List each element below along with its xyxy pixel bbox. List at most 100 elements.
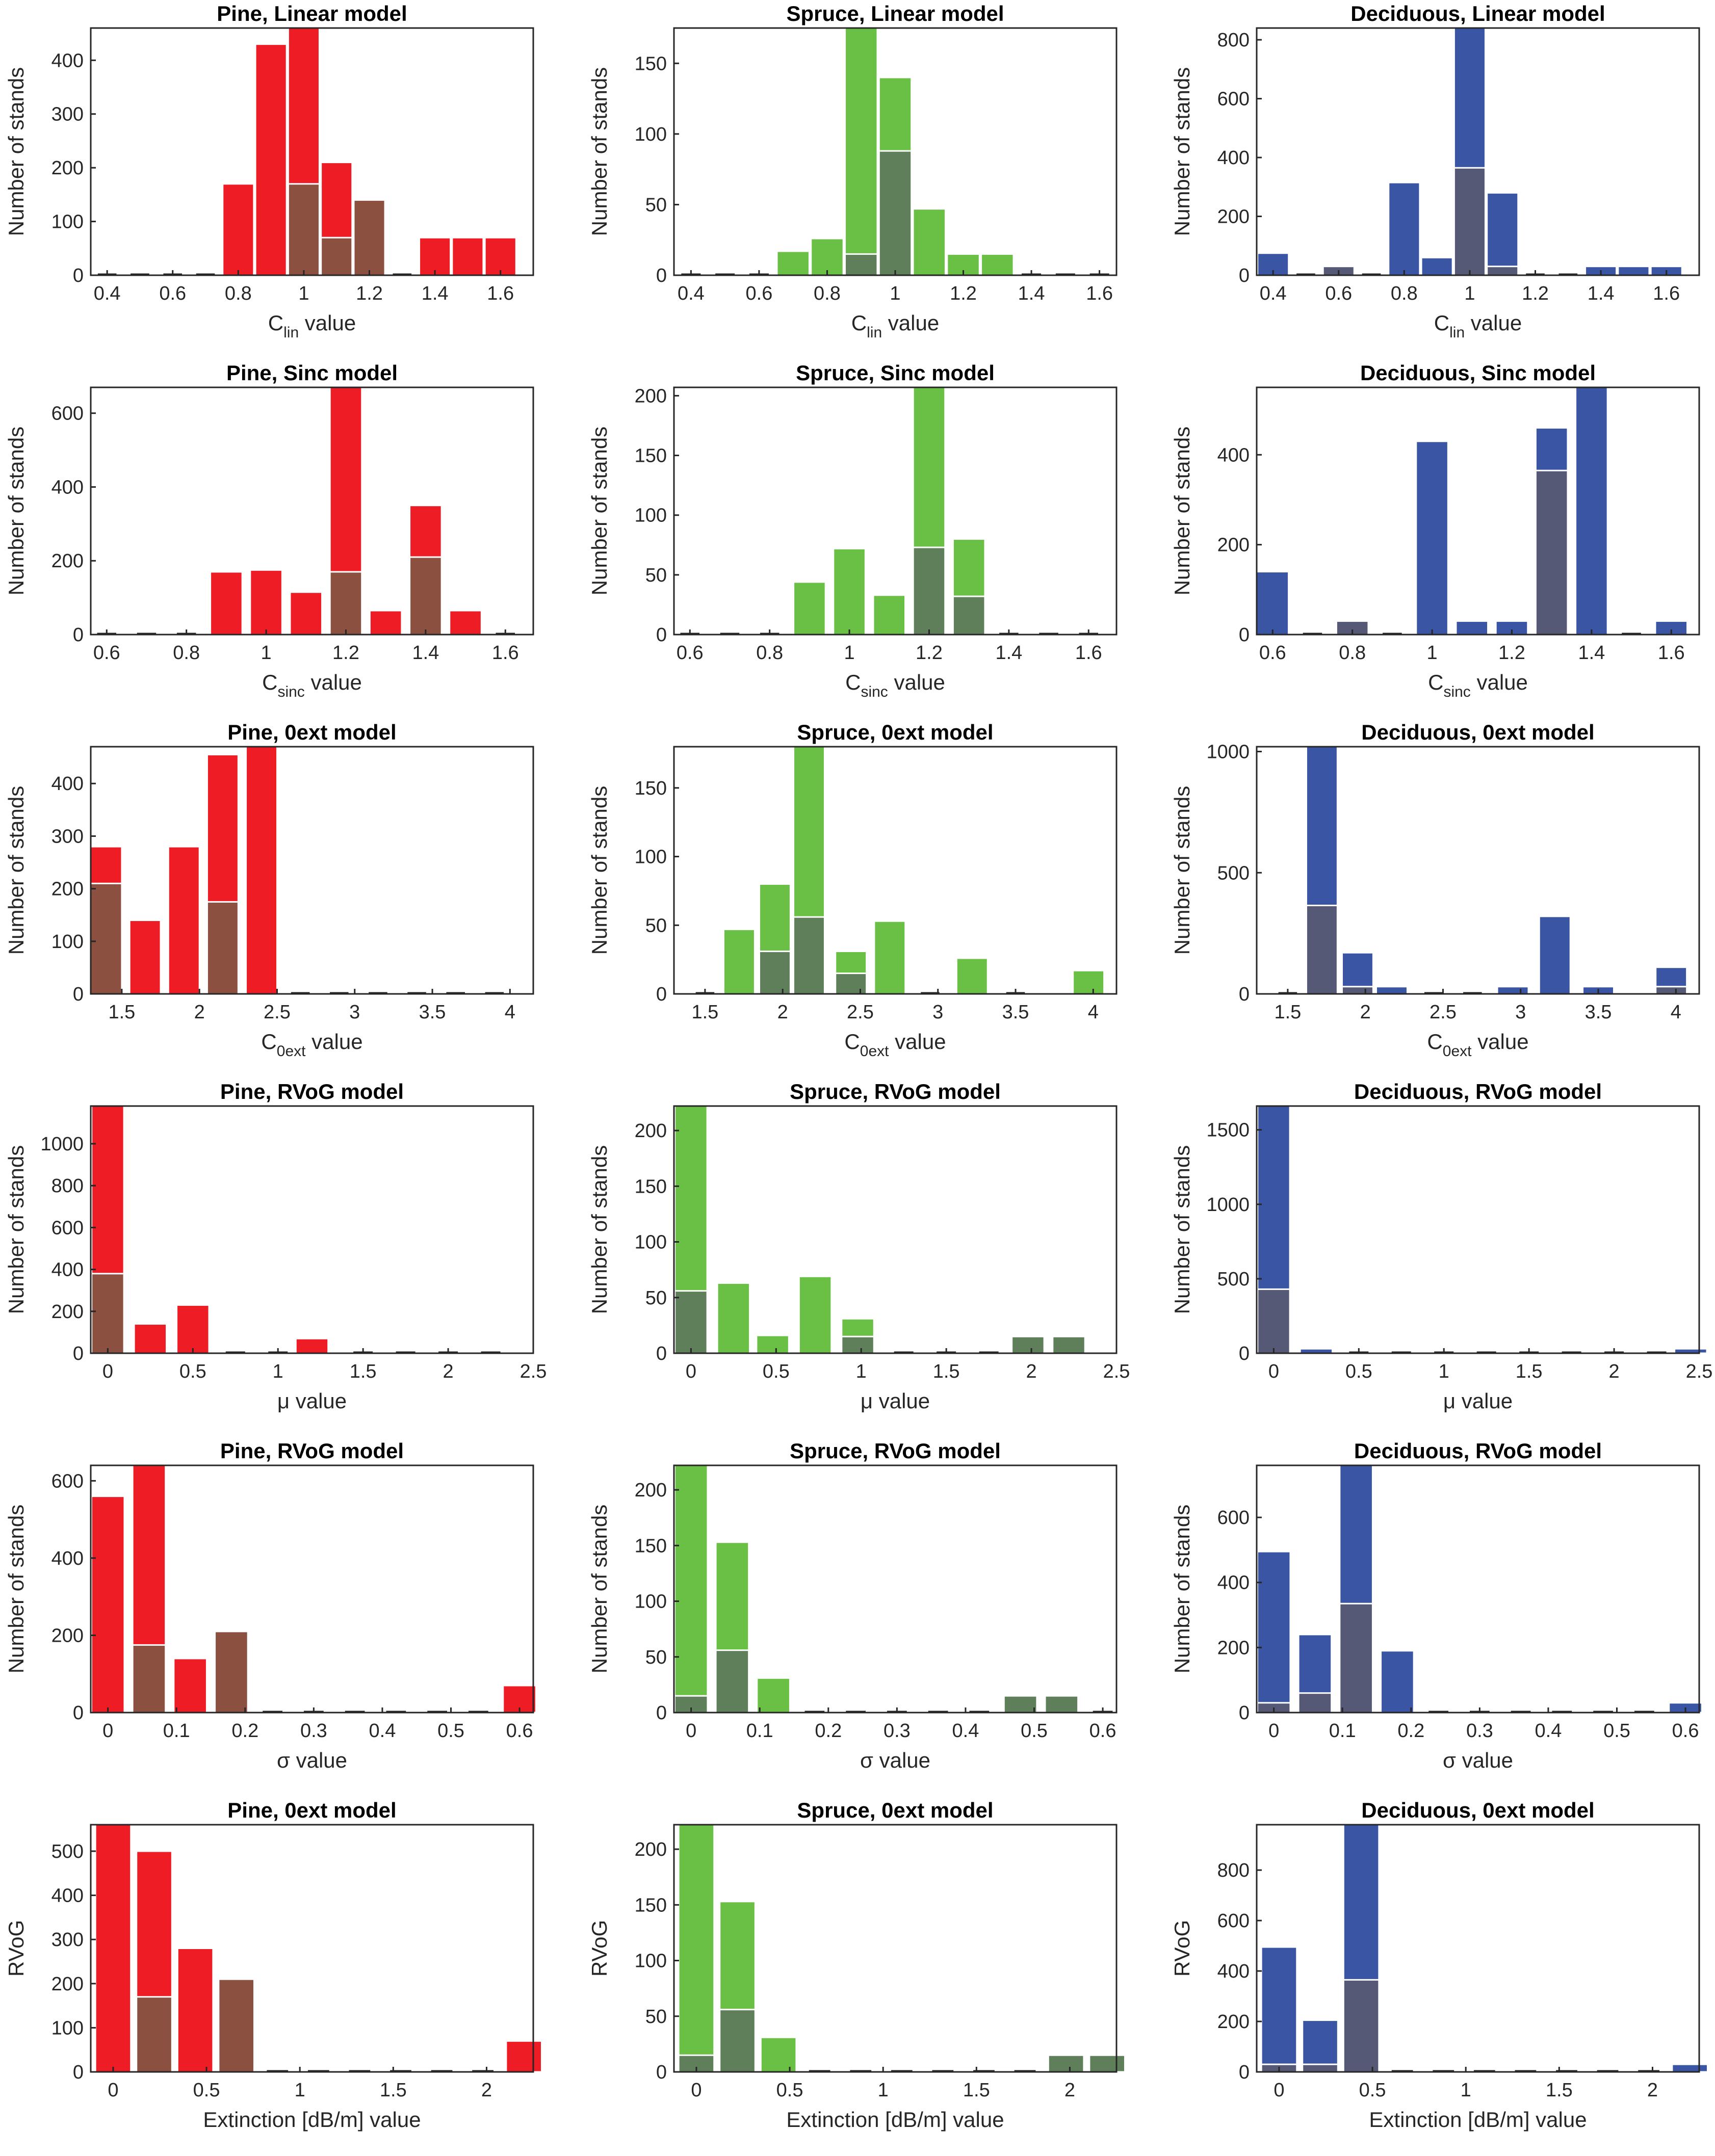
x-tick-label: 0.6 bbox=[1325, 283, 1352, 304]
y-tick-label: 400 bbox=[1217, 444, 1250, 466]
x-axis-label-main: C bbox=[844, 1030, 860, 1054]
x-axis-label-main: σ bbox=[277, 1748, 290, 1772]
bar-subset bbox=[90, 882, 123, 995]
bar-total bbox=[1486, 192, 1519, 276]
x-axis-label-suffix: value bbox=[1456, 1389, 1513, 1413]
x-tick-label: 0.8 bbox=[1391, 283, 1418, 304]
panel-title: Pine, Sinc model bbox=[226, 361, 398, 385]
panel-title: Spruce, RVoG model bbox=[790, 1439, 1001, 1463]
x-tick-label: 0.3 bbox=[1466, 1720, 1493, 1742]
x-tick-label: 1 bbox=[298, 283, 309, 304]
y-tick-label: 100 bbox=[635, 505, 667, 527]
x-tick-label: 2.5 bbox=[1430, 1002, 1457, 1023]
y-tick-label: 100 bbox=[635, 124, 667, 145]
y-tick-label: 200 bbox=[51, 1974, 84, 1995]
x-tick-label: 1.5 bbox=[963, 2080, 990, 2101]
x-tick-label: 0.5 bbox=[1345, 1361, 1372, 1382]
y-tick-label: 1000 bbox=[1206, 742, 1250, 763]
panel-title: Pine, 0ext model bbox=[227, 720, 396, 744]
bar-total bbox=[760, 2036, 797, 2073]
y-tick-label: 200 bbox=[635, 385, 667, 407]
bar-subset bbox=[1302, 2063, 1339, 2073]
y-tick-label: 600 bbox=[1217, 1507, 1250, 1529]
panel-title: Deciduous, Linear model bbox=[1350, 2, 1605, 25]
y-tick-label: 100 bbox=[635, 847, 667, 868]
y-tick-label: 800 bbox=[51, 1175, 84, 1197]
x-tick-label: 1.4 bbox=[422, 283, 449, 304]
bar-total bbox=[955, 957, 989, 995]
y-tick-label: 0 bbox=[1239, 624, 1250, 646]
y-tick-label: 50 bbox=[645, 2006, 667, 2028]
x-tick-label: 0 bbox=[1268, 1720, 1279, 1742]
y-tick-label: 600 bbox=[1217, 1910, 1250, 1932]
bar-total bbox=[176, 1948, 214, 2073]
bar-subset bbox=[793, 916, 825, 995]
bar-total bbox=[419, 236, 452, 276]
x-tick-label: 0.3 bbox=[884, 1720, 911, 1742]
y-tick-label: 0 bbox=[73, 624, 84, 646]
x-tick-label: 0.5 bbox=[776, 2080, 803, 2101]
bar-total bbox=[1617, 266, 1650, 276]
bar-total bbox=[1388, 181, 1421, 276]
x-tick-label: 2 bbox=[1064, 2080, 1075, 2101]
x-axis-label-subscript: 0ext bbox=[860, 1043, 889, 1060]
y-tick-label: 0 bbox=[656, 2062, 667, 2083]
x-tick-label: 2.5 bbox=[520, 1361, 547, 1382]
bar-total bbox=[289, 591, 323, 636]
axes-frame bbox=[90, 1824, 534, 2073]
histogram-panel: Spruce, 0ext model 0 0.5 1 1.5 2 0 50 100 150 200 E… bbox=[587, 1798, 1126, 2132]
axes-frame bbox=[673, 746, 1118, 995]
x-axis-label: C0ext value bbox=[261, 1030, 362, 1060]
x-tick-label: 1.5 bbox=[933, 1361, 960, 1382]
y-tick-label: 200 bbox=[51, 1625, 84, 1646]
x-tick-label: 3.5 bbox=[1585, 1002, 1612, 1023]
x-axis-label-subscript: lin bbox=[1449, 324, 1465, 341]
y-tick-label: 0 bbox=[1239, 1343, 1250, 1364]
bar-subset bbox=[715, 1649, 750, 1714]
x-tick-label: 1.5 bbox=[1274, 1002, 1301, 1023]
x-tick-label: 0 bbox=[686, 1361, 696, 1382]
x-tick-label: 1 bbox=[844, 642, 855, 664]
bar-subset bbox=[841, 1335, 875, 1354]
y-axis-label: Number of stands bbox=[4, 67, 28, 236]
x-axis-label: C0ext value bbox=[844, 1030, 946, 1060]
x-axis-label: σ value bbox=[277, 1748, 347, 1772]
axes-frame bbox=[90, 386, 534, 636]
axes-frame bbox=[90, 1464, 534, 1714]
histogram-panel: Pine, 0ext model 1.5 2 2.5 3 3.5 4 0 100 200 300 40… bbox=[4, 720, 534, 1060]
x-tick-label: 1.5 bbox=[108, 1002, 135, 1023]
x-axis-label-main: Extinction [dB/m] bbox=[786, 2108, 947, 2132]
x-tick-label: 4 bbox=[1088, 1002, 1099, 1023]
bar-total bbox=[484, 236, 517, 276]
bar-subset bbox=[409, 556, 443, 636]
bar-total bbox=[1538, 915, 1571, 995]
x-tick-label: 1.5 bbox=[1546, 2080, 1573, 2101]
y-axis-label: Number of stands bbox=[4, 1505, 28, 1674]
bar-total bbox=[210, 571, 243, 636]
x-tick-label: 0.2 bbox=[815, 1720, 842, 1742]
x-tick-label: 3.5 bbox=[419, 1002, 446, 1023]
x-axis-label-main: Extinction [dB/m] bbox=[1369, 2108, 1529, 2132]
bar-subset bbox=[353, 199, 386, 276]
x-axis-label-subscript: lin bbox=[283, 324, 299, 341]
bar-subset bbox=[1052, 1335, 1086, 1354]
y-tick-label: 200 bbox=[1217, 2011, 1250, 2033]
y-tick-label: 50 bbox=[645, 565, 667, 586]
x-tick-label: 2.5 bbox=[847, 1002, 874, 1023]
x-tick-label: 1 bbox=[878, 2080, 889, 2101]
bar-total bbox=[1260, 1946, 1298, 2073]
y-tick-label: 0 bbox=[1239, 984, 1250, 1005]
histogram-panel: Spruce, Sinc model 0.6 0.8 1 1.2 1.4 1.6 0 50 100… bbox=[587, 361, 1118, 700]
y-tick-label: 500 bbox=[51, 1841, 84, 1862]
axes-frame bbox=[1256, 746, 1700, 995]
y-axis-label: Number of stands bbox=[587, 67, 611, 236]
panel-title: Pine, Linear model bbox=[217, 2, 407, 25]
y-tick-label: 150 bbox=[635, 1176, 667, 1197]
y-tick-label: 100 bbox=[51, 212, 84, 233]
x-axis-label-suffix: value bbox=[305, 670, 362, 694]
x-tick-label: 1 bbox=[1427, 642, 1438, 664]
y-tick-label: 400 bbox=[51, 1548, 84, 1569]
y-tick-label: 400 bbox=[1217, 147, 1250, 169]
panel-title: Spruce, 0ext model bbox=[797, 720, 993, 744]
y-axis-label: Number of stands bbox=[587, 427, 611, 596]
